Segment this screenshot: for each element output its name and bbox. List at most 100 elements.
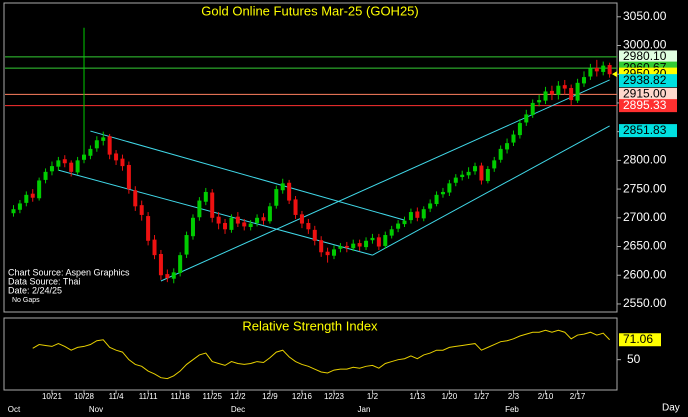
candle-body (178, 255, 183, 273)
candle-body (402, 220, 407, 225)
candle-body (242, 222, 247, 227)
candle-body (139, 205, 144, 215)
candle-body (581, 77, 586, 84)
candle-body (75, 160, 80, 173)
candle-body (229, 217, 234, 230)
candle-body (261, 217, 266, 221)
candle-body (43, 171, 48, 180)
candle-body (274, 189, 279, 206)
candle-body (453, 177, 458, 183)
candle-body (210, 192, 215, 218)
candle-body (556, 85, 561, 95)
rsi-title: Relative Strength Index (242, 318, 378, 333)
candle-body (325, 251, 330, 256)
candle-body (415, 211, 420, 218)
y-tick-label: 50 (627, 352, 641, 366)
x-tick-label: 1/13 (410, 392, 426, 401)
candle-body (370, 237, 375, 241)
candle-body (152, 239, 157, 256)
x-tick-label: 11/25 (202, 392, 222, 401)
candle-body (114, 153, 119, 161)
candle-body (287, 182, 292, 201)
y-tick-label: 3000.00 (623, 38, 667, 52)
x-tick-label: 11/18 (170, 392, 190, 401)
rsi-panel (3, 317, 618, 391)
candle-body (37, 180, 42, 199)
candle-body (530, 102, 535, 115)
candle-body (537, 100, 542, 103)
level-label-box (619, 87, 677, 101)
x-tick-label: 10/28 (74, 392, 95, 401)
candle-body (543, 91, 548, 101)
candle-body (511, 134, 516, 143)
candle-body (344, 245, 349, 248)
candle-body (383, 235, 388, 246)
candle-body (280, 183, 285, 191)
level-label-box (619, 50, 677, 64)
candle-body (428, 203, 433, 209)
candle-body (588, 68, 593, 77)
candle-body (466, 171, 471, 176)
candle-body (235, 216, 240, 224)
level-label-box (619, 99, 677, 113)
candle-body (94, 140, 99, 149)
candle-body (133, 190, 138, 207)
y-tick-label: 2650.00 (623, 239, 667, 253)
candle-body (492, 160, 497, 169)
x-tick-label: 12/9 (262, 392, 278, 401)
candle-body (569, 88, 574, 101)
y-tick-label: 2700.00 (623, 210, 667, 224)
candle-body (165, 274, 170, 279)
candle-body (601, 65, 606, 72)
candle-body (562, 85, 567, 89)
y-tick-label: 3050.00 (623, 9, 667, 23)
rsi-label-box (619, 333, 661, 347)
candle-body (11, 209, 16, 214)
candle-body (434, 194, 439, 205)
month-label: Feb (505, 405, 519, 414)
candle-body (357, 243, 362, 247)
candle-body (498, 148, 503, 160)
candle-body (216, 216, 221, 224)
candle-body (171, 272, 176, 279)
candle-body (82, 154, 87, 160)
candle-body (120, 158, 125, 167)
note: No Gaps (12, 297, 40, 304)
candle-body (351, 243, 356, 249)
note: Date: 2/24/25 (8, 285, 62, 295)
level-label: 2980.10 (623, 49, 667, 63)
candle-body (485, 168, 490, 182)
level-label-box (619, 74, 677, 88)
candle-body (293, 199, 298, 215)
candle-body (24, 194, 29, 203)
x-tick-label: 1/27 (474, 392, 490, 401)
trendline (160, 79, 610, 282)
level-label: 2915.00 (623, 86, 667, 100)
candle-body (30, 193, 35, 198)
level-label-box (619, 124, 677, 138)
candle-body (126, 164, 131, 190)
candle-body (203, 191, 208, 202)
candle-body (376, 237, 381, 247)
candle-body (62, 159, 67, 164)
y-tick-label: 2750.00 (623, 181, 667, 195)
x-tick-label: 11/4 (109, 392, 125, 401)
candle-body (101, 137, 106, 141)
candle-body (460, 174, 465, 178)
candle-body (549, 90, 554, 95)
candle-body (107, 136, 112, 155)
candle-body (421, 209, 426, 219)
price-panel (3, 2, 618, 313)
month-label: Jan (358, 405, 371, 414)
candle-body (389, 229, 394, 236)
y-tick-label: 2800.00 (623, 153, 667, 167)
candle-body (184, 235, 189, 255)
candle-body (197, 200, 202, 218)
candle-body (248, 223, 253, 227)
candle-body (479, 165, 484, 181)
y-tick-label: 2600.00 (623, 267, 667, 281)
level-label: 2938.82 (623, 73, 667, 87)
month-label: Oct (8, 405, 21, 414)
level-label: 2895.33 (623, 98, 667, 112)
